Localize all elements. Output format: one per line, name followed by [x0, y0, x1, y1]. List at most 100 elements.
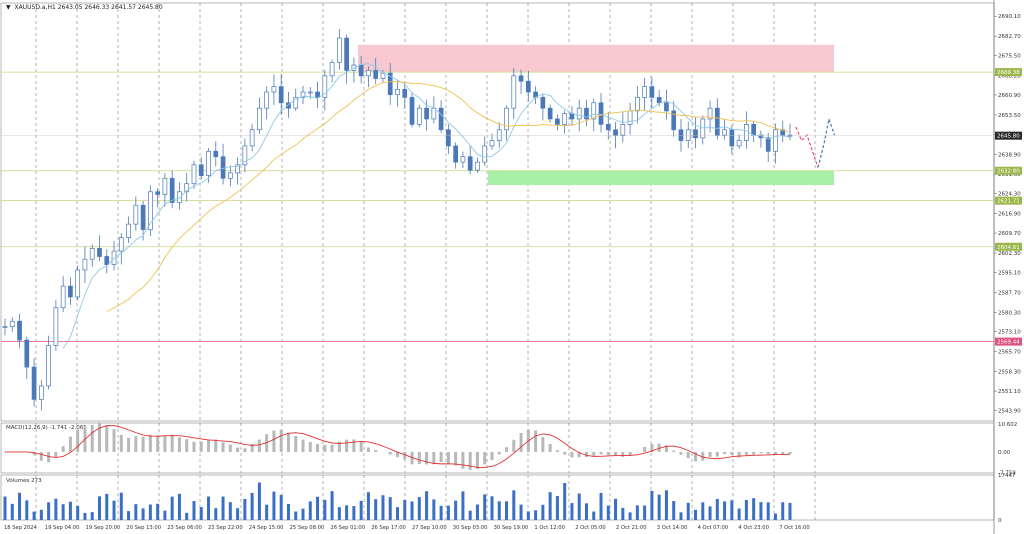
- macd-bar: [39, 451, 43, 461]
- candle: [9, 317, 15, 332]
- volume-bar: [606, 505, 610, 520]
- candle: [533, 86, 538, 104]
- candle: [155, 188, 160, 208]
- volume-bar: [97, 496, 101, 520]
- candle-body: [773, 129, 778, 152]
- volume-bar: [294, 511, 298, 520]
- macd-bar: [570, 451, 574, 458]
- price-tick-label: 2675.50: [998, 54, 1021, 60]
- candle-body: [540, 97, 546, 109]
- macd-bar: [366, 447, 370, 452]
- volume-bar: [112, 500, 116, 520]
- candle: [547, 104, 553, 123]
- level-price-label: 2569.44: [997, 340, 1020, 346]
- macd-bar: [664, 445, 668, 452]
- candle-body: [307, 91, 313, 94]
- candle-body: [714, 107, 720, 136]
- candle-body: [627, 110, 633, 125]
- volume-bar: [628, 512, 632, 520]
- candle: [475, 157, 480, 173]
- volume-bar: [337, 507, 341, 520]
- volume-bar: [730, 500, 734, 520]
- macd-tick-label: 10.602: [998, 422, 1017, 428]
- candle: [118, 233, 124, 265]
- candle: [191, 160, 197, 189]
- volume-bar: [359, 500, 363, 520]
- candle: [148, 185, 153, 237]
- candle: [206, 148, 211, 183]
- candle: [2, 318, 8, 336]
- volume-bar: [766, 502, 770, 520]
- volume-bar: [534, 510, 538, 520]
- price-tick-label: 2660.90: [998, 93, 1021, 99]
- candle: [685, 121, 691, 149]
- candle-body: [358, 64, 364, 77]
- candle-body: [482, 145, 488, 163]
- macd-bar: [272, 430, 276, 452]
- volume-bar: [25, 500, 29, 520]
- macd-bar: [177, 437, 181, 452]
- macd-bar: [228, 444, 232, 452]
- candle: [518, 69, 524, 94]
- candle: [569, 106, 575, 126]
- candle: [75, 265, 81, 301]
- candle-body: [278, 86, 284, 104]
- macd-tick-label: -7.759: [998, 470, 1016, 476]
- candle: [744, 111, 749, 149]
- candle-body: [576, 107, 582, 120]
- level-price-label: 2669.38: [997, 70, 1020, 76]
- candle: [765, 132, 771, 163]
- candle: [373, 58, 379, 85]
- price-tick-label: 2653.50: [998, 113, 1021, 119]
- macd-bar: [308, 441, 312, 452]
- volume-bar: [207, 496, 211, 520]
- macd-bar: [279, 429, 283, 452]
- macd-bar: [788, 451, 792, 455]
- volume-bar: [432, 499, 436, 520]
- candle: [671, 101, 677, 137]
- candle: [678, 118, 684, 152]
- volume-bar: [526, 511, 530, 520]
- candle-body: [257, 107, 262, 131]
- macd-bar: [439, 451, 443, 463]
- macd-bar: [127, 437, 131, 452]
- candle-body: [97, 248, 102, 257]
- time-tick-label: 27 Sep 10:00: [412, 525, 447, 531]
- candle: [227, 165, 233, 187]
- candle-body: [380, 72, 386, 79]
- candle: [104, 249, 110, 274]
- candle-body: [293, 97, 299, 109]
- macd-bar: [461, 451, 465, 469]
- volume-bar: [214, 508, 218, 520]
- candle: [169, 170, 175, 208]
- macd-bar: [417, 451, 421, 465]
- macd-bar: [730, 451, 734, 456]
- macd-bar: [701, 451, 705, 461]
- macd-bar: [715, 451, 719, 457]
- candle: [140, 200, 146, 241]
- macd-bar: [694, 451, 698, 462]
- volume-bar: [555, 496, 559, 520]
- time-tick-label: 3 Oct 14:00: [657, 525, 688, 531]
- price-tick-label: 2551.10: [998, 389, 1021, 395]
- volume-bar: [156, 503, 160, 520]
- collapse-arrow-icon[interactable]: ▼: [6, 4, 11, 11]
- candle-body: [206, 150, 211, 176]
- macd-bar: [330, 444, 334, 452]
- candle-body: [707, 107, 713, 120]
- candle-body: [765, 137, 771, 152]
- macd-bar: [454, 451, 458, 466]
- candle-body: [184, 183, 190, 193]
- macd-tick-label: 0.00: [998, 450, 1011, 456]
- volume-bar: [10, 503, 14, 520]
- macd-bar: [657, 443, 661, 452]
- candle: [278, 73, 284, 115]
- macd-bar: [592, 451, 596, 456]
- candle-body: [191, 164, 197, 185]
- volume-bar: [650, 490, 654, 520]
- candle-body: [177, 191, 182, 203]
- candle-body: [264, 91, 270, 109]
- macd-bar: [221, 442, 225, 452]
- volume-bar: [90, 512, 94, 520]
